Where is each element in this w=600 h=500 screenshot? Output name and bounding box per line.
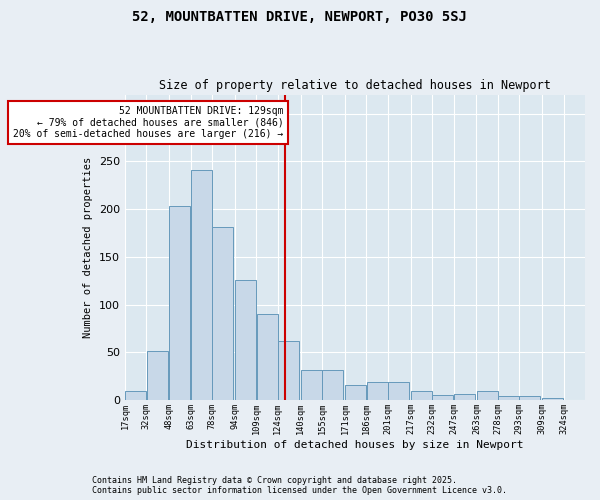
Bar [301, 370, 322, 400]
Text: 52 MOUNTBATTEN DRIVE: 129sqm
← 79% of detached houses are smaller (846)
20% of s: 52 MOUNTBATTEN DRIVE: 129sqm ← 79% of de… [13, 106, 284, 139]
Bar [542, 398, 563, 400]
Bar [411, 390, 432, 400]
Bar [235, 280, 256, 400]
Bar [212, 228, 233, 400]
Bar [388, 382, 409, 400]
Bar [146, 350, 167, 400]
Bar [367, 382, 388, 400]
Bar [322, 370, 343, 400]
Y-axis label: Number of detached properties: Number of detached properties [83, 156, 94, 338]
Bar [169, 206, 190, 400]
Bar [498, 396, 519, 400]
Title: Size of property relative to detached houses in Newport: Size of property relative to detached ho… [159, 79, 551, 92]
Bar [345, 385, 366, 400]
Bar [433, 396, 454, 400]
Bar [278, 341, 299, 400]
Bar [476, 390, 497, 400]
Bar [191, 170, 212, 400]
Bar [257, 314, 278, 400]
Bar [454, 394, 475, 400]
Bar [125, 390, 146, 400]
Bar [520, 396, 541, 400]
Text: Contains HM Land Registry data © Crown copyright and database right 2025.
Contai: Contains HM Land Registry data © Crown c… [92, 476, 508, 495]
Text: 52, MOUNTBATTEN DRIVE, NEWPORT, PO30 5SJ: 52, MOUNTBATTEN DRIVE, NEWPORT, PO30 5SJ [133, 10, 467, 24]
X-axis label: Distribution of detached houses by size in Newport: Distribution of detached houses by size … [186, 440, 524, 450]
